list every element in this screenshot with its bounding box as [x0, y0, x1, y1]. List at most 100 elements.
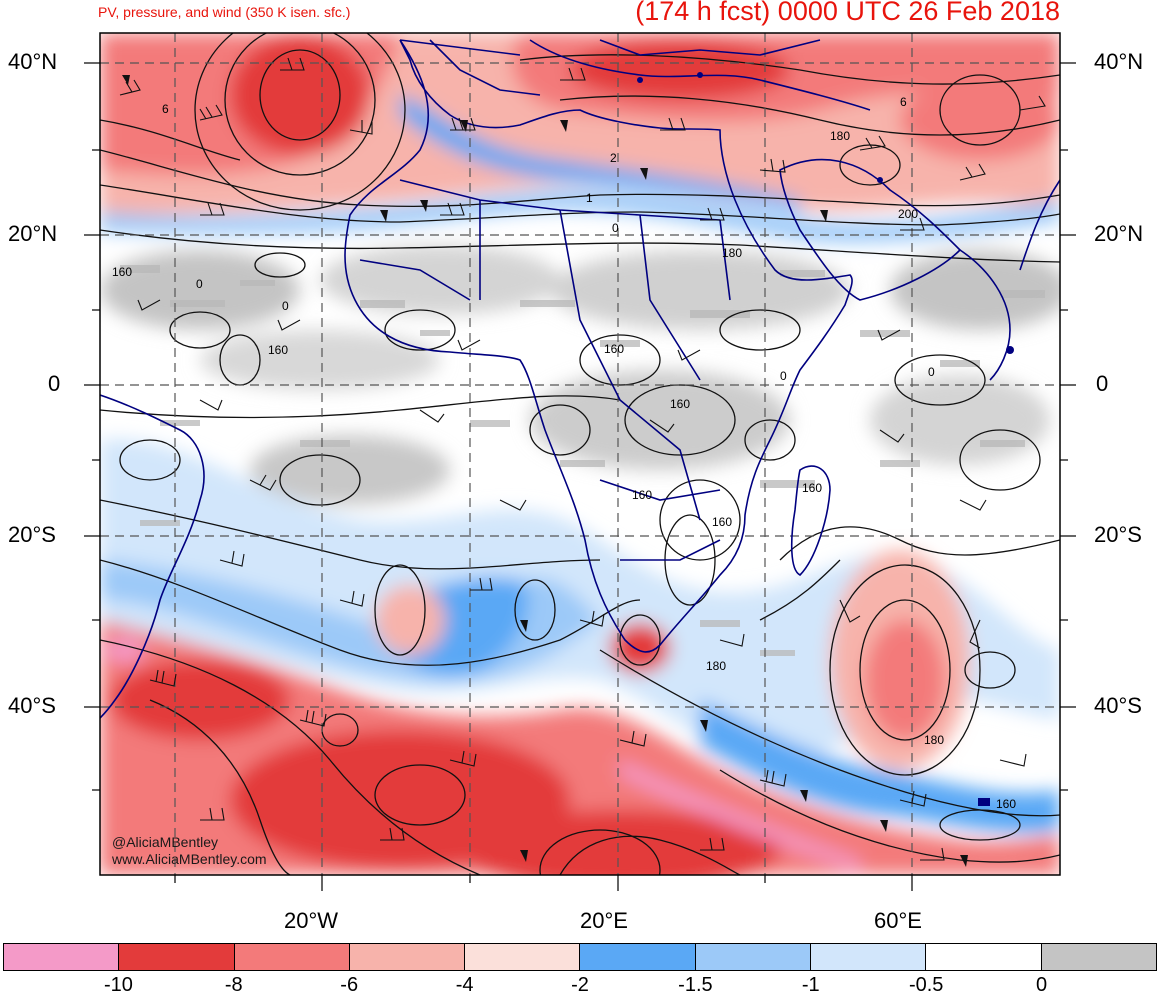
wind-barb — [349, 120, 373, 135]
wind-barb — [969, 619, 981, 649]
lat-label-40s: 40°S — [8, 693, 56, 718]
colorbar-label: -0.5 — [908, 974, 944, 996]
colorbar-bin — [810, 944, 926, 970]
wind-barb — [920, 847, 945, 861]
wind-barb — [199, 104, 223, 121]
contour-label: 180 — [722, 246, 742, 260]
map-frame — [99, 32, 1061, 876]
wind-flag — [700, 720, 708, 732]
contour-label: 160 — [112, 265, 132, 279]
colorbar-label: -4 — [455, 974, 474, 996]
wind-barb — [1019, 95, 1046, 111]
coastlines — [100, 39, 1060, 719]
pv-speckle — [120, 265, 1045, 656]
wind-flag — [820, 210, 828, 222]
contour-label: 180 — [706, 659, 726, 673]
wind-barb — [137, 299, 161, 311]
wind-barb — [839, 599, 861, 623]
lat-label-20n: 20°N — [8, 221, 58, 246]
colorbar-label: -1 — [801, 974, 820, 996]
wind-flag — [420, 200, 428, 212]
wind-flag — [520, 850, 528, 862]
contour-label: 160 — [712, 515, 732, 529]
credit-website: www.AliciaMBentley.com — [111, 851, 267, 867]
wind-barb — [339, 590, 365, 607]
wind-flag — [380, 210, 388, 222]
wind-barb — [200, 807, 225, 821]
colorbar-bin — [118, 944, 234, 970]
wind-barb — [619, 730, 647, 747]
contour-label: 160 — [670, 397, 690, 411]
contour-label: 6 — [162, 102, 169, 116]
wind-barb — [219, 550, 245, 567]
contour-label: 0 — [612, 221, 619, 235]
plot-subtitle: PV, pressure, and wind (350 K isen. sfc.… — [98, 4, 351, 20]
wind-barb — [879, 429, 905, 443]
colorbar-bin — [925, 944, 1041, 970]
lon-label-20e: 20°E — [580, 908, 628, 933]
wind-barb — [959, 163, 986, 181]
wind-barb — [380, 827, 405, 841]
colorbar-label: -6 — [340, 974, 359, 996]
wind-barb — [149, 669, 177, 687]
wind-barb — [999, 753, 1027, 767]
wind-barb — [299, 709, 327, 727]
wind-barb — [859, 135, 886, 151]
wind-flag — [960, 855, 968, 867]
colorbar-label: 0 — [1036, 974, 1048, 996]
lat-ticks — [84, 62, 1076, 791]
wind-barb — [457, 339, 481, 351]
contour-label: 0 — [282, 299, 289, 313]
colorbar-bin — [694, 944, 811, 970]
contour-label: 2 — [610, 151, 617, 165]
wind-barb — [899, 790, 927, 807]
wind-barb — [280, 57, 305, 71]
wind-barb — [677, 349, 701, 361]
wind-flag — [460, 120, 468, 132]
lon-label-60e: 60°E — [874, 908, 922, 933]
contour-label: 160 — [802, 481, 822, 495]
wind-flag — [520, 620, 528, 632]
colorbar-bin — [1040, 944, 1156, 970]
colorbar-bin — [579, 944, 695, 970]
colorbar-bin — [348, 944, 465, 970]
wind-barb — [199, 399, 223, 411]
wind-barb — [660, 117, 686, 131]
contour-labels: 6 2 1 0 180 200 6 160 0 0 160 160 0 160 … — [112, 95, 1016, 811]
contour-label: 6 — [900, 95, 907, 109]
wind-barb — [877, 329, 901, 341]
contour-label: 0 — [196, 277, 203, 291]
wind-flag — [640, 168, 648, 180]
wind-barb — [700, 207, 725, 221]
map-field: 6 2 1 0 180 200 6 160 0 0 160 160 0 160 … — [100, 33, 1060, 875]
pv-shading — [100, 33, 1060, 875]
lat-label-20s-right: 20°S — [1094, 522, 1142, 547]
lat-label-0-right: 0 — [1096, 371, 1109, 396]
contour-label: 160 — [996, 797, 1016, 811]
colorbar-bin — [4, 944, 119, 970]
wind-barb — [419, 409, 445, 423]
lat-label-0: 0 — [48, 371, 61, 396]
wind-barbs — [119, 57, 1046, 861]
wind-barb — [450, 117, 476, 131]
wind-barb — [759, 158, 786, 173]
lon-ticks — [174, 875, 913, 891]
wind-flag — [122, 75, 130, 85]
contour-label: 0 — [928, 365, 935, 379]
colorbar-labels: -10 -8 -6 -4 -2 -1.5 -1 -0.5 0 — [0, 974, 1160, 998]
lat-label-20s: 20°S — [8, 522, 56, 547]
wind-flags — [122, 75, 968, 867]
colorbar-label: -8 — [224, 974, 243, 996]
lon-label-20w: 20°W — [284, 908, 339, 933]
plot-title: (174 h fcst) 0000 UTC 26 Feb 2018 — [635, 0, 1060, 26]
islands — [637, 72, 1014, 806]
wind-barb — [119, 79, 141, 96]
wind-barb — [959, 499, 987, 511]
wind-barb — [440, 202, 465, 216]
wind-barb — [719, 633, 745, 647]
wind-barb — [499, 499, 527, 511]
wind-barb — [900, 217, 925, 231]
contour-label: 160 — [268, 343, 288, 357]
contour-label: 200 — [898, 207, 918, 221]
